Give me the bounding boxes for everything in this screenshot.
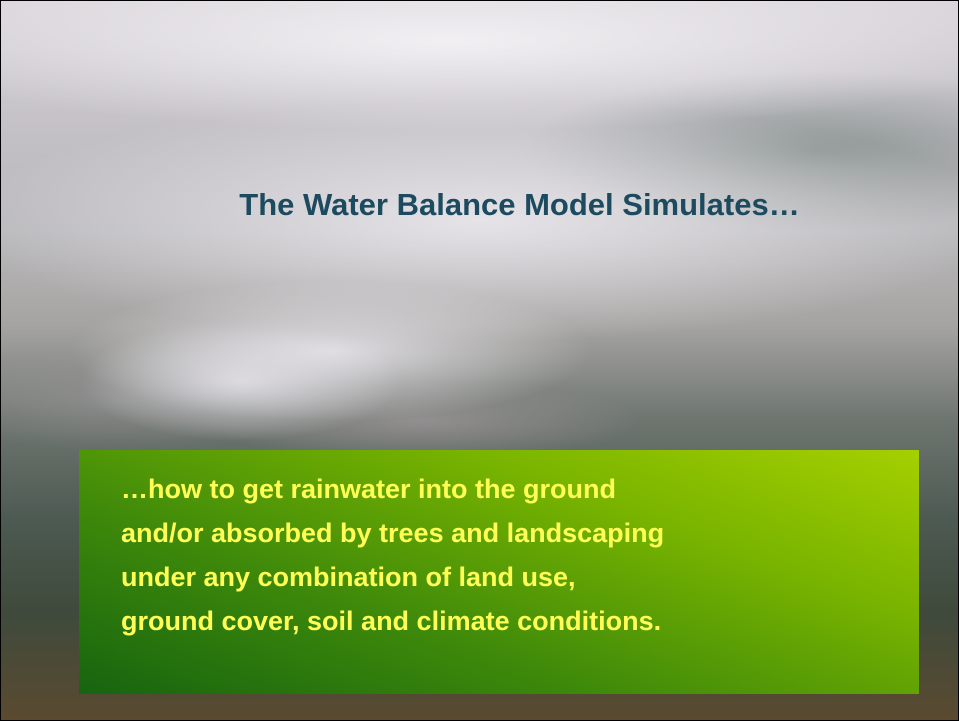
body-line: …how to get rainwater into the ground [121, 474, 616, 505]
slide: The Water Balance Model Simulates… …how … [0, 0, 959, 721]
body-line: and/or absorbed by trees and landscaping [121, 518, 664, 549]
page: {"slide": {"title": "The Water Balance M… [0, 0, 959, 721]
body-line: ground cover, soil and climate condition… [121, 606, 661, 637]
body-line: under any combination of land use, [121, 562, 576, 593]
text-box: …how to get rainwater into the ground and… [79, 450, 919, 694]
slide-title: The Water Balance Model Simulates… [1, 187, 958, 223]
